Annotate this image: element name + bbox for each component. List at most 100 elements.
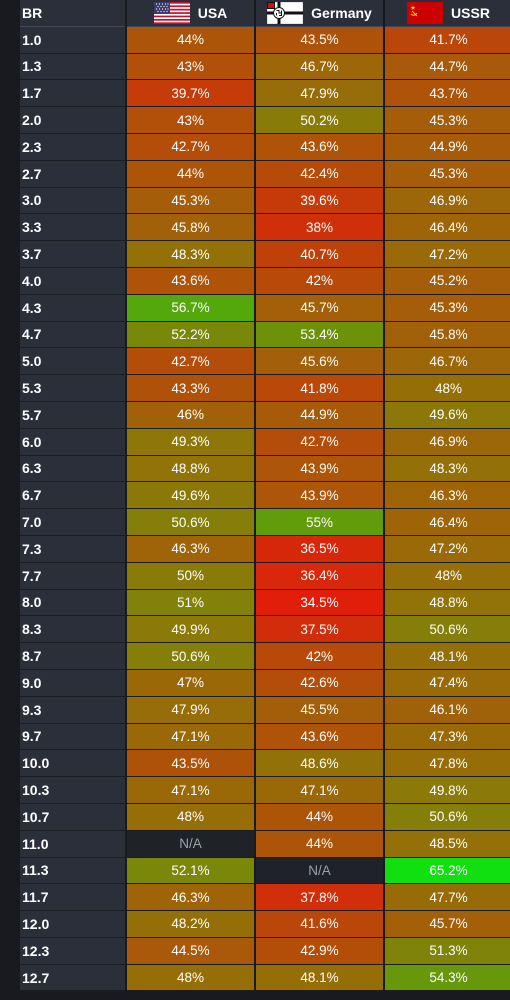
winrate-cell: 46.1% <box>385 696 510 724</box>
winrate-cell: 36.4% <box>256 562 383 590</box>
br-row-label: 9.3 <box>20 696 125 724</box>
winrate-cell: 50% <box>127 562 254 590</box>
winrate-cell: 49.8% <box>385 777 510 804</box>
winrate-cell: 50.2% <box>256 107 383 134</box>
br-row-label: 6.7 <box>20 482 125 510</box>
br-row-label: 5.0 <box>20 348 125 376</box>
br-column-header[interactable]: BR <box>20 0 125 27</box>
br-row-label: 5.7 <box>20 401 125 429</box>
winrate-cell: 43.6% <box>256 133 383 161</box>
winrate-cell: 39.6% <box>256 187 383 215</box>
ussr-column-header[interactable]: USSR <box>385 0 510 27</box>
winrate-cell: 43.5% <box>256 26 383 54</box>
br-row-label: 4.7 <box>20 321 125 349</box>
winrate-cell: 47.9% <box>256 80 383 108</box>
winrate-cell: 49.9% <box>127 616 254 644</box>
germany-flag-icon <box>267 1 304 24</box>
winrate-cell: 45.5% <box>256 696 383 724</box>
winrate-cell: 47.1% <box>256 777 383 804</box>
winrate-cell: 42.4% <box>256 160 383 188</box>
winrate-cell: 65.2% <box>385 857 510 885</box>
winrate-cell: 47.3% <box>385 723 510 751</box>
winrate-cell: 45.3% <box>385 160 510 188</box>
br-row-label: 5.3 <box>20 375 125 402</box>
winrate-cell: 42.7% <box>127 348 254 376</box>
winrate-cell: 48% <box>385 562 510 590</box>
winrate-cell: 45.6% <box>256 348 383 376</box>
winrate-cell: 47.1% <box>127 723 254 751</box>
winrate-cell: 42.6% <box>256 669 383 697</box>
winrate-cell: 39.7% <box>127 80 254 108</box>
winrate-cell: 41.6% <box>256 911 383 938</box>
br-row-label: 3.7 <box>20 241 125 268</box>
winrate-cell: 41.7% <box>385 26 510 54</box>
winrate-cell: 45.2% <box>385 267 510 295</box>
winrate-cell: 37.5% <box>256 616 383 644</box>
winrate-cell: 46.3% <box>385 482 510 510</box>
br-row-label: 9.0 <box>20 669 125 697</box>
winrate-cell: 54.3% <box>385 964 510 992</box>
br-row-label: 4.0 <box>20 267 125 295</box>
br-row-label: 8.7 <box>20 643 125 670</box>
winrate-cell: 45.3% <box>385 107 510 134</box>
br-row-label: 1.7 <box>20 80 125 108</box>
winrate-cell: 44% <box>127 160 254 188</box>
winrate-cell: 47% <box>127 669 254 697</box>
winrate-cell: 43.3% <box>127 375 254 402</box>
br-row-label: 11.7 <box>20 884 125 912</box>
winrate-cell: 47.2% <box>385 535 510 563</box>
winrate-cell: 46.4% <box>385 509 510 536</box>
winrate-cell: 42.7% <box>256 428 383 456</box>
winrate-cell: 56.7% <box>127 294 254 322</box>
usa-column-header[interactable]: USA <box>127 0 254 27</box>
br-row-label: 12.3 <box>20 937 125 965</box>
winrate-cell: 44% <box>256 803 383 831</box>
winrate-cell: 49.6% <box>385 401 510 429</box>
br-row-label: 10.0 <box>20 750 125 778</box>
winrate-cell: 48.5% <box>385 830 510 858</box>
br-row-label: 2.0 <box>20 107 125 134</box>
winrate-cell: 55% <box>256 509 383 536</box>
winrate-cell: 52.1% <box>127 857 254 885</box>
winrate-cell: 46.4% <box>385 214 510 242</box>
winrate-cell: 34.5% <box>256 589 383 617</box>
winrate-cell: 48% <box>127 803 254 831</box>
br-row-label: 2.3 <box>20 133 125 161</box>
br-row-label: 1.0 <box>20 26 125 54</box>
winrate-cell: 45.7% <box>385 911 510 938</box>
br-row-label: 7.7 <box>20 562 125 590</box>
usa-column-label: USA <box>197 4 228 21</box>
usa-flag-icon <box>153 1 190 24</box>
br-row-label: 8.3 <box>20 616 125 644</box>
winrate-cell: 48.3% <box>385 455 510 483</box>
winrate-cell: 48% <box>385 375 510 402</box>
winrate-cell: N/A <box>256 857 383 885</box>
germany-column-header[interactable]: Germany <box>256 0 383 27</box>
left-gutter <box>0 0 20 1000</box>
br-row-label: 6.0 <box>20 428 125 456</box>
winrate-cell: 47.7% <box>385 884 510 912</box>
winrate-cell: 42.7% <box>127 133 254 161</box>
winrate-cell: 45.3% <box>385 294 510 322</box>
winrate-cell: 44.9% <box>385 133 510 161</box>
winrate-cell: 53.4% <box>256 321 383 349</box>
ussr-column-label: USSR <box>451 4 490 21</box>
winrate-cell: 52.2% <box>127 321 254 349</box>
winrate-cell: 47.9% <box>127 696 254 724</box>
winrate-cell: 43.7% <box>385 80 510 108</box>
winrate-cell: 44% <box>256 830 383 858</box>
winrate-cell: 43.6% <box>256 723 383 751</box>
br-row-label: 3.3 <box>20 214 125 242</box>
winrate-cell: 38% <box>256 214 383 242</box>
winrate-cell: 45.8% <box>385 321 510 349</box>
winrate-cell: 37.8% <box>256 884 383 912</box>
winrate-cell: 47.8% <box>385 750 510 778</box>
winrate-cell: 51% <box>127 589 254 617</box>
winrate-cell: 46.9% <box>385 187 510 215</box>
br-row-label: 9.7 <box>20 723 125 751</box>
winrate-cell: 43.9% <box>256 455 383 483</box>
winrate-cell: 48% <box>127 964 254 992</box>
winrate-cell: 43% <box>127 53 254 81</box>
br-row-label: 10.7 <box>20 803 125 831</box>
